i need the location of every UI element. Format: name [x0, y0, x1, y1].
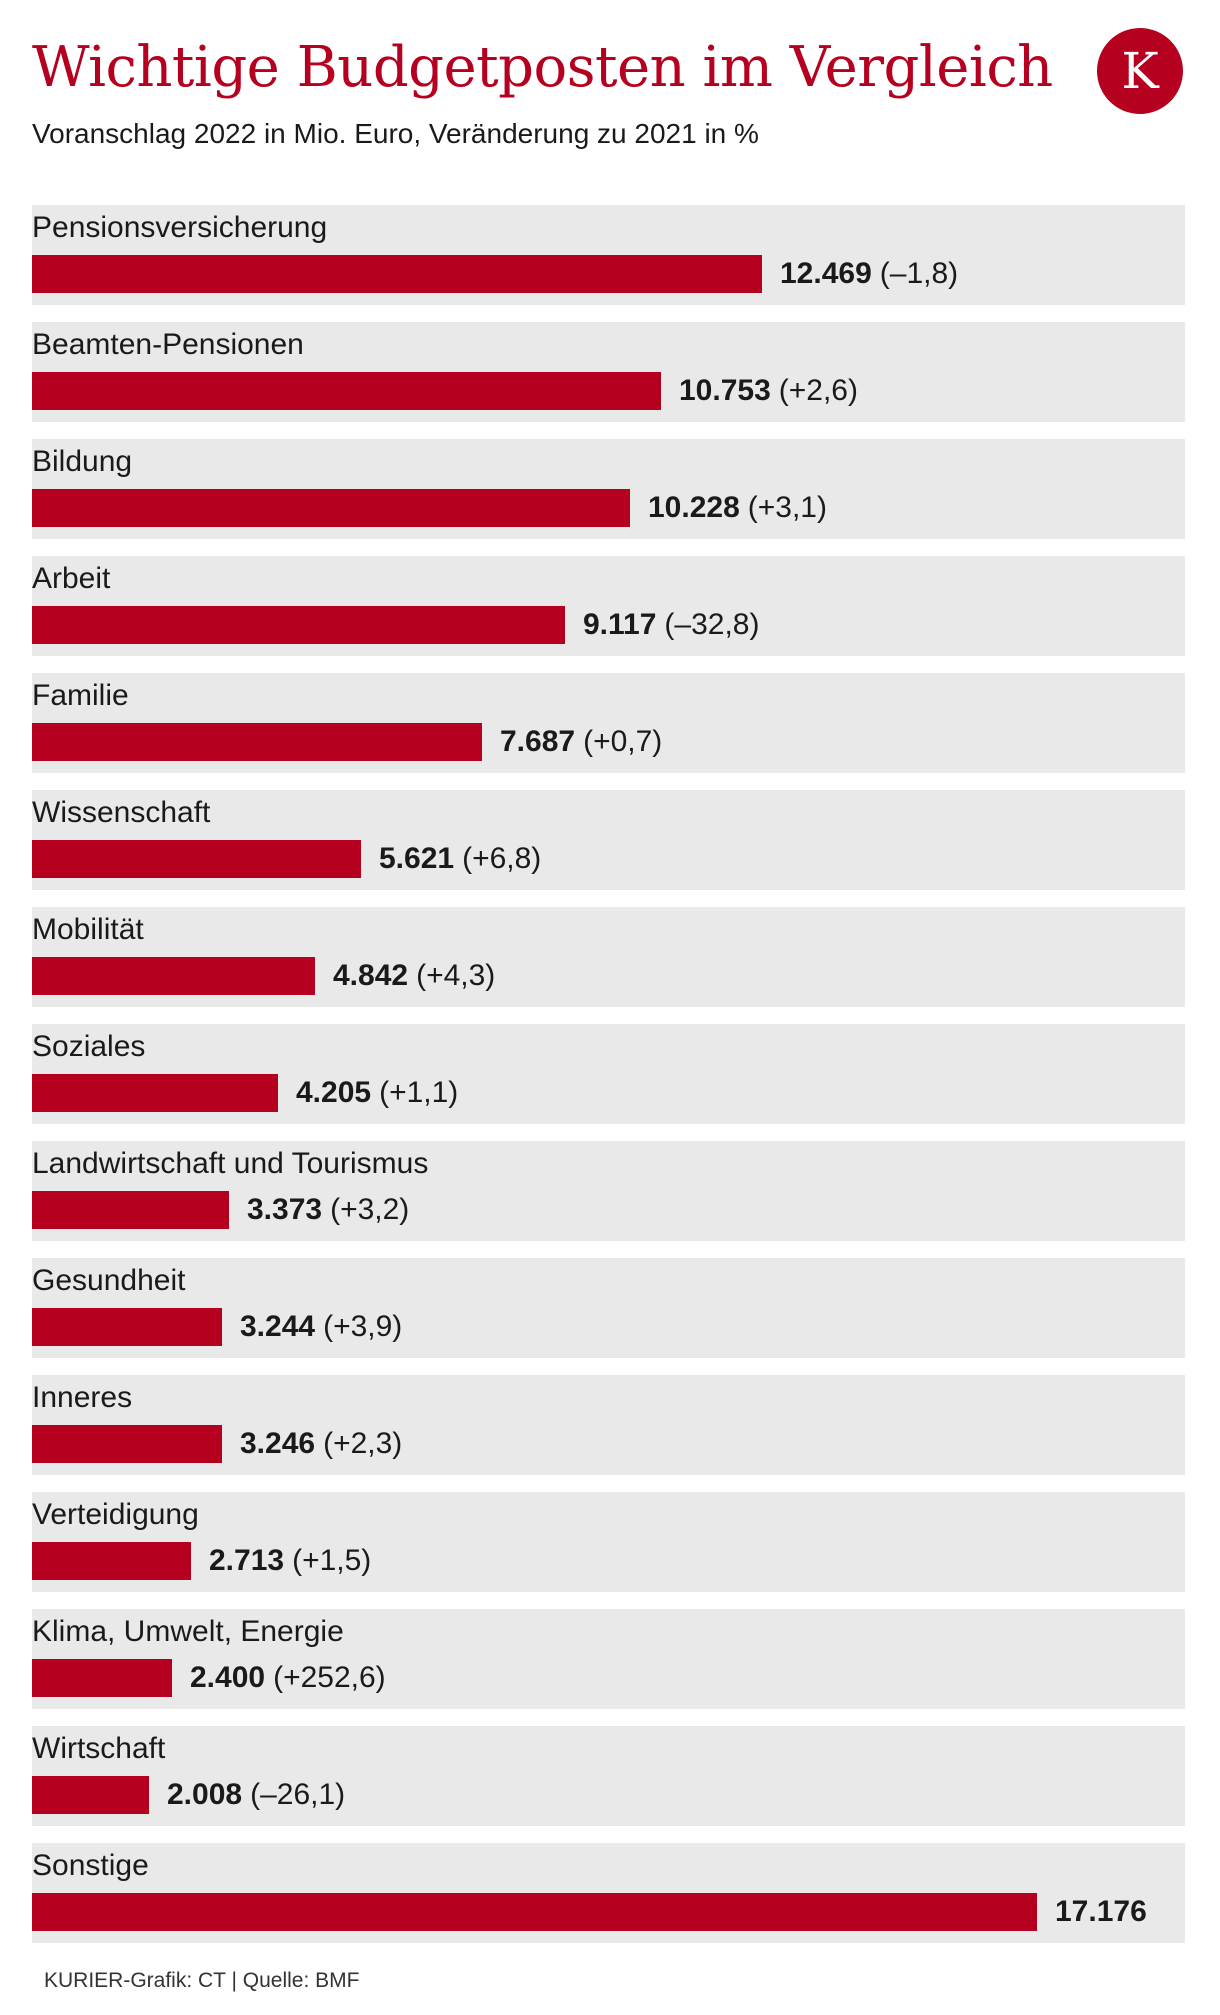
- chart-row: Pensionsversicherung 12.469 (–1,8): [32, 205, 1185, 305]
- change-label: (+2,6): [778, 374, 858, 407]
- data-bar: [32, 957, 315, 995]
- data-bar: [32, 723, 482, 761]
- category-label: Gesundheit: [32, 1264, 186, 1297]
- change-label: (+3,1): [747, 491, 827, 524]
- data-bar: [32, 606, 565, 644]
- data-label: 7.687 (+0,7): [500, 721, 662, 763]
- value-label: 3.373: [247, 1193, 323, 1226]
- value-label: 3.246: [240, 1427, 316, 1460]
- chart-row: Landwirtschaft und Tourismus 3.373 (+3,2): [32, 1141, 1185, 1241]
- data-bar: [32, 840, 361, 878]
- data-bar: [32, 1074, 278, 1112]
- change-label: (+3,2): [330, 1193, 410, 1226]
- value-label: 17.176: [1055, 1895, 1147, 1928]
- value-label: 10.753: [679, 374, 771, 407]
- value-label: 4.842: [333, 959, 409, 992]
- data-bar: [32, 489, 630, 527]
- kurier-logo-icon: K: [1097, 28, 1183, 114]
- change-label: (–32,8): [664, 608, 760, 641]
- data-bar: [32, 1776, 149, 1814]
- data-bar: [32, 372, 661, 410]
- category-label: Familie: [32, 679, 129, 712]
- category-label: Wissenschaft: [32, 796, 211, 829]
- change-label: (–1,8): [879, 257, 959, 290]
- data-label: 2.008 (–26,1): [167, 1774, 345, 1816]
- chart-row: Sonstige 17.176: [32, 1843, 1185, 1943]
- change-label: (+1,1): [379, 1076, 459, 1109]
- change-label: (+2,3): [323, 1427, 403, 1460]
- change-label: (+1,5): [292, 1544, 372, 1577]
- change-label: (–26,1): [250, 1778, 346, 1811]
- data-label: 9.117 (–32,8): [583, 604, 759, 646]
- chart-row: Wirtschaft 2.008 (–26,1): [32, 1726, 1185, 1826]
- data-label: 2.713 (+1,5): [209, 1540, 371, 1582]
- data-label: 3.373 (+3,2): [247, 1189, 409, 1231]
- chart-title: Wichtige Budgetposten im Vergleich: [32, 35, 1053, 100]
- chart-row: Soziales 4.205 (+1,1): [32, 1024, 1185, 1124]
- change-label: (+3,9): [323, 1310, 403, 1343]
- chart-row: Mobilität 4.842 (+4,3): [32, 907, 1185, 1007]
- chart-row: Bildung 10.228 (+3,1): [32, 439, 1185, 539]
- change-label: (+6,8): [462, 842, 542, 875]
- value-label: 2.400: [190, 1661, 266, 1694]
- change-label: (+0,7): [583, 725, 663, 758]
- category-label: Mobilität: [32, 913, 144, 946]
- value-label: 3.244: [240, 1310, 316, 1343]
- value-label: 2.713: [209, 1544, 285, 1577]
- value-label: 5.621: [379, 842, 455, 875]
- category-label: Arbeit: [32, 562, 111, 595]
- category-label: Pensionsversicherung: [32, 211, 328, 244]
- value-label: 12.469: [780, 257, 872, 290]
- data-label: 12.469 (–1,8): [780, 253, 958, 295]
- chart-row: Wissenschaft 5.621 (+6,8): [32, 790, 1185, 890]
- change-label: (+252,6): [273, 1661, 386, 1694]
- value-label: 7.687: [500, 725, 576, 758]
- value-label: 4.205: [296, 1076, 372, 1109]
- category-label: Klima, Umwelt, Energie: [32, 1615, 344, 1648]
- chart-row: Verteidigung 2.713 (+1,5): [32, 1492, 1185, 1592]
- category-label: Soziales: [32, 1030, 146, 1063]
- category-label: Beamten-Pensionen: [32, 328, 304, 361]
- category-label: Bildung: [32, 445, 133, 478]
- category-label: Landwirtschaft und Tourismus: [32, 1147, 429, 1180]
- chart-row: Gesundheit 3.244 (+3,9): [32, 1258, 1185, 1358]
- data-bar: [32, 1893, 1037, 1931]
- data-label: 17.176: [1055, 1891, 1147, 1933]
- chart-row: Klima, Umwelt, Energie 2.400 (+252,6): [32, 1609, 1185, 1709]
- data-bar: [32, 255, 762, 293]
- value-label: 2.008: [167, 1778, 243, 1811]
- data-label: 4.842 (+4,3): [333, 955, 495, 997]
- data-bar: [32, 1659, 172, 1697]
- data-label: 10.753 (+2,6): [679, 370, 858, 412]
- category-label: Sonstige: [32, 1849, 149, 1882]
- data-bar: [32, 1542, 191, 1580]
- data-label: 4.205 (+1,1): [296, 1072, 458, 1114]
- category-label: Wirtschaft: [32, 1732, 166, 1765]
- data-label: 2.400 (+252,6): [190, 1657, 386, 1699]
- data-bar: [32, 1308, 222, 1346]
- chart-row: Beamten-Pensionen 10.753 (+2,6): [32, 322, 1185, 422]
- chart-row: Inneres 3.246 (+2,3): [32, 1375, 1185, 1475]
- bar-chart: Pensionsversicherung 12.469 (–1,8) Beamten-…: [32, 205, 1185, 1947]
- data-label: 3.244 (+3,9): [240, 1306, 402, 1348]
- data-bar: [32, 1425, 222, 1463]
- source-credit: KURIER-Grafik: CT | Quelle: BMF: [44, 1969, 360, 1992]
- chart-row: Arbeit 9.117 (–32,8): [32, 556, 1185, 656]
- category-label: Verteidigung: [32, 1498, 199, 1531]
- data-label: 10.228 (+3,1): [648, 487, 827, 529]
- value-label: 10.228: [648, 491, 740, 524]
- data-bar: [32, 1191, 229, 1229]
- chart-row: Familie 7.687 (+0,7): [32, 673, 1185, 773]
- value-label: 9.117: [583, 608, 657, 641]
- category-label: Inneres: [32, 1381, 133, 1414]
- data-label: 5.621 (+6,8): [379, 838, 541, 880]
- data-label: 3.246 (+2,3): [240, 1423, 402, 1465]
- change-label: (+4,3): [416, 959, 496, 992]
- chart-subtitle: Voranschlag 2022 in Mio. Euro, Veränderu…: [32, 118, 759, 149]
